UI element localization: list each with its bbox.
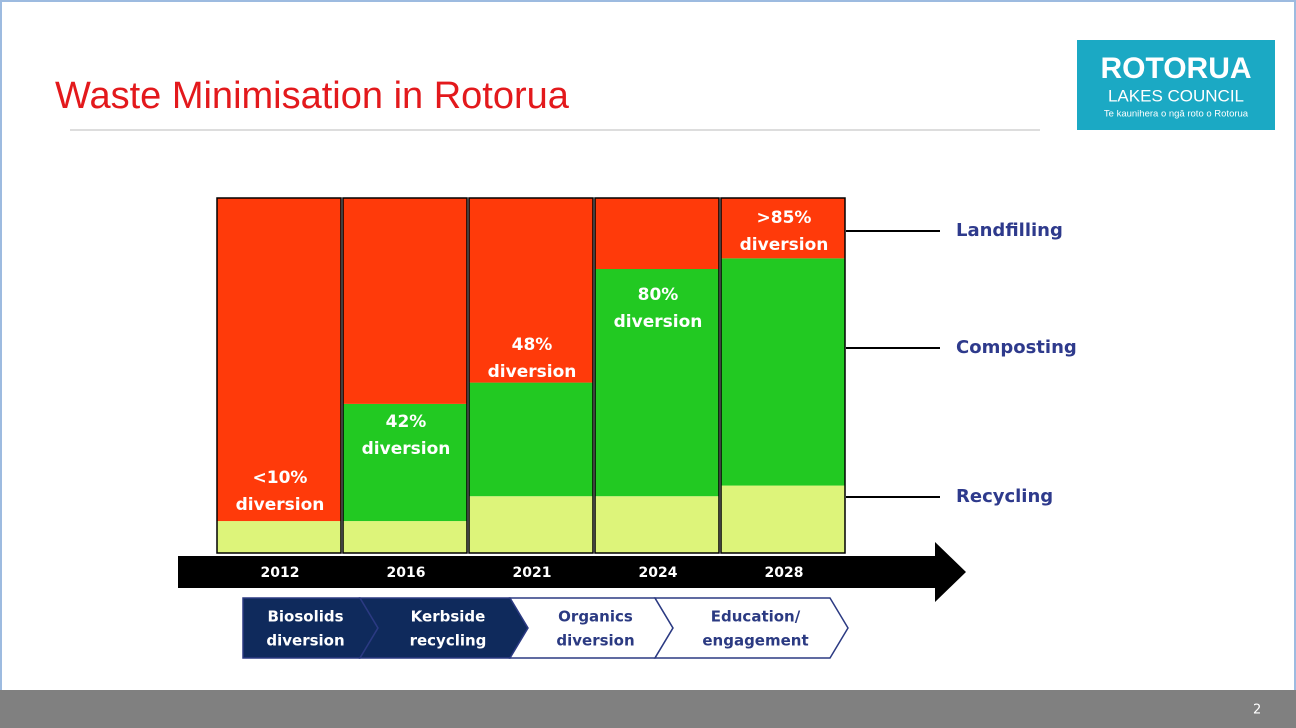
bar-outline: [468, 197, 594, 554]
logo-name: ROTORUA: [1100, 52, 1251, 85]
bar-segment: [721, 485, 845, 553]
legend-label: Composting: [956, 337, 1077, 358]
bar-segment: [469, 496, 593, 553]
stage-label: engagement: [702, 632, 808, 650]
bar-segment: [721, 258, 845, 486]
x-tick-label: 2016: [387, 565, 426, 581]
x-tick-label: 2024: [639, 565, 678, 581]
bar-segment: [595, 198, 719, 269]
timeline-arrow: [178, 542, 966, 602]
bar-outline: [216, 197, 342, 554]
bar-segment: [469, 382, 593, 497]
stage-label: recycling: [410, 632, 487, 650]
bar-segment: [595, 269, 719, 497]
stage-chevron: [653, 597, 849, 659]
annotation: diversion: [362, 439, 451, 459]
bar-outline: [342, 197, 468, 554]
annotation: diversion: [614, 312, 703, 332]
bar-outline: [720, 197, 846, 554]
bar-segment: [469, 198, 593, 383]
footer-bar: [0, 690, 1296, 728]
logo: [1077, 40, 1275, 130]
annotation: diversion: [488, 362, 577, 382]
annotation: 80%: [638, 285, 679, 305]
annotation: diversion: [740, 235, 829, 255]
bar-segment: [217, 198, 341, 522]
bar-segment: [343, 403, 467, 522]
logo-tagline: Te kaunihera o ngā roto o Rotorua: [1104, 109, 1249, 120]
x-tick-label: 2021: [513, 565, 552, 581]
annotation: >85%: [757, 208, 812, 228]
bar-segment: [595, 496, 719, 553]
logo-subtitle: LAKES COUNCIL: [1108, 86, 1244, 105]
x-tick-label: 2028: [765, 565, 804, 581]
legend-label: Recycling: [956, 486, 1053, 507]
annotation: 42%: [386, 412, 427, 432]
bar-segment: [343, 521, 467, 553]
stage-label: diversion: [556, 632, 634, 650]
x-tick-label: 2012: [261, 565, 300, 581]
stage-label: Organics: [558, 608, 633, 626]
slide-title: Waste Minimisation in Rotorua: [55, 75, 570, 117]
bar-segment: [217, 521, 341, 553]
stage-label: Education/: [711, 608, 801, 626]
annotation: diversion: [236, 495, 325, 515]
annotation: <10%: [253, 468, 308, 488]
bar-outline: [594, 197, 720, 554]
stage-label: Kerbside: [411, 608, 486, 626]
bar-segment: [721, 198, 845, 259]
bar-segment: [343, 198, 467, 404]
stage-label: Biosolids: [267, 608, 343, 626]
legend-label: Landfilling: [956, 220, 1063, 241]
stage-label: diversion: [266, 632, 344, 650]
page-number: 2: [1253, 703, 1261, 718]
annotation: 48%: [512, 335, 553, 355]
